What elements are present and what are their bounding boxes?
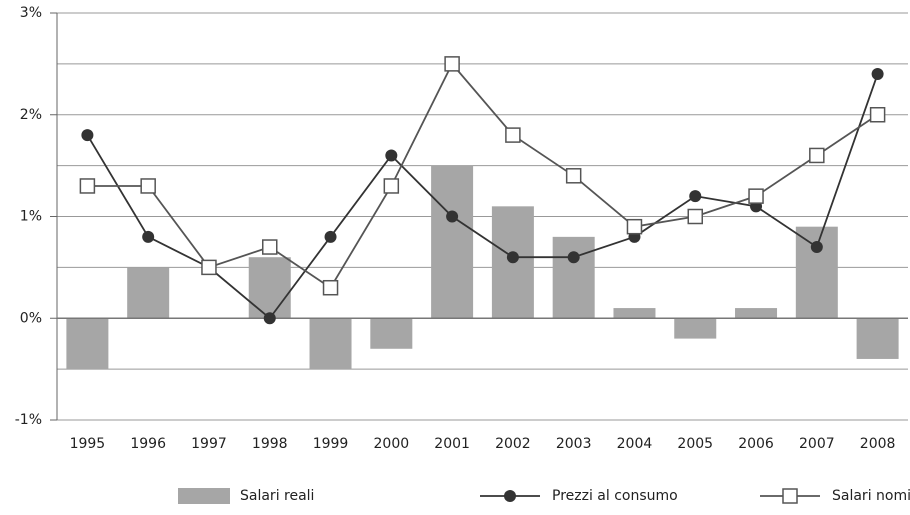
bar	[127, 267, 170, 319]
x-tick-label: 2001	[434, 436, 470, 452]
x-tick-label: 2007	[799, 436, 835, 452]
x-tick-label: 1997	[191, 436, 227, 452]
marker	[201, 259, 217, 276]
bar	[856, 318, 899, 359]
marker	[809, 147, 825, 164]
marker	[322, 279, 339, 296]
line	[87, 62, 879, 290]
marker	[444, 56, 460, 72]
y-tick-label: 1%	[20, 209, 42, 225]
marker	[79, 178, 96, 194]
legend-label: Salari nominali	[832, 488, 910, 504]
legend-label: Salari reali	[240, 488, 314, 504]
y-tick-label: 3%	[20, 5, 42, 21]
bar	[66, 318, 109, 370]
bar	[370, 318, 413, 349]
marker	[385, 149, 398, 162]
marker	[505, 127, 521, 143]
bar	[431, 165, 474, 319]
marker	[140, 178, 156, 194]
x-tick-label: 2002	[495, 436, 531, 452]
bar	[309, 318, 352, 370]
x-tick-label: 2008	[860, 436, 896, 452]
marker	[687, 208, 703, 225]
marker	[871, 68, 884, 81]
marker	[324, 230, 337, 243]
x-tick-label: 1996	[130, 436, 166, 452]
bar	[795, 226, 838, 319]
marker	[748, 188, 764, 204]
x-tick-label: 1998	[252, 436, 288, 452]
legend-marker	[504, 490, 516, 502]
bar	[735, 308, 778, 319]
x-tick-label: 1995	[70, 436, 106, 452]
marker	[506, 251, 519, 264]
legend-label: Prezzi al consumo	[552, 488, 678, 504]
marker	[81, 129, 94, 142]
marker	[626, 218, 643, 235]
marker	[262, 239, 278, 255]
marker	[383, 178, 400, 194]
bar	[248, 257, 291, 319]
x-tick-label: 1999	[313, 436, 349, 452]
marker	[446, 210, 459, 223]
bar	[613, 308, 656, 319]
legend-swatch	[178, 488, 230, 504]
marker	[567, 251, 580, 264]
y-tick-label: 0%	[20, 310, 42, 326]
marker	[810, 241, 823, 254]
x-tick-label: 2000	[374, 436, 410, 452]
x-tick-label: 2003	[556, 436, 592, 452]
legend-marker	[782, 488, 798, 504]
y-tick-label: -1%	[15, 412, 42, 428]
y-tick-label: 2%	[20, 107, 42, 123]
x-tick-label: 2006	[738, 436, 774, 452]
marker	[565, 168, 582, 184]
x-tick-label: 2004	[617, 436, 653, 452]
marker	[869, 107, 886, 123]
x-tick-label: 2005	[677, 436, 713, 452]
line	[86, 73, 879, 320]
marker	[142, 230, 155, 243]
bar	[552, 236, 595, 319]
bar	[674, 318, 717, 339]
marker	[689, 190, 702, 203]
marker	[263, 312, 276, 325]
